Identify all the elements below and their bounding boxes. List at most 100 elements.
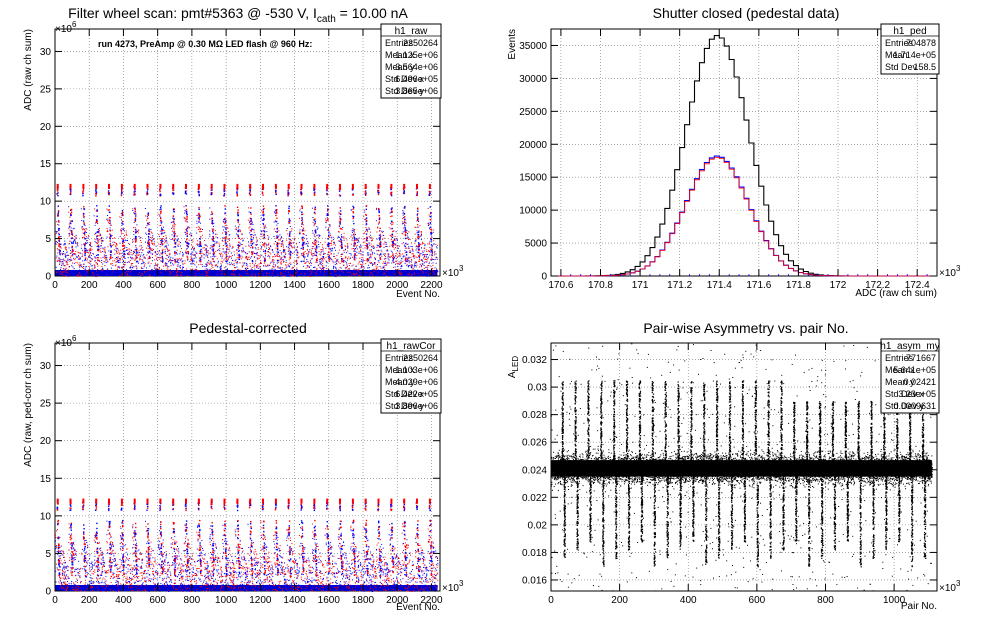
scatter-point	[151, 231, 152, 233]
scatter-point	[356, 246, 358, 248]
flash-point	[56, 188, 59, 191]
scatter-point	[272, 272, 273, 274]
flash-point	[263, 259, 266, 262]
scatter-point	[102, 247, 104, 249]
scatter-point	[82, 274, 84, 276]
flash-point	[82, 191, 84, 193]
scatter-point	[382, 274, 384, 276]
scatter-point	[312, 222, 314, 224]
scatter-point	[178, 241, 180, 243]
x-tick-label: 170.6	[548, 280, 573, 291]
flash-point	[354, 253, 356, 255]
scatter-point	[56, 271, 58, 273]
flash-point	[97, 259, 99, 262]
scatter-point	[281, 241, 283, 242]
scatter-point	[117, 261, 119, 263]
scatter-point	[263, 227, 265, 228]
scatter-point	[415, 256, 417, 258]
scatter-point	[248, 259, 250, 260]
scatter-point	[251, 273, 253, 275]
scatter-point	[397, 266, 399, 268]
scatter-point	[411, 269, 413, 271]
scatter-point	[263, 272, 265, 274]
flash-point	[148, 230, 150, 232]
scatter-point	[63, 265, 65, 267]
scatter-point	[236, 257, 238, 259]
scatter-point	[74, 240, 76, 241]
scatter-point	[256, 252, 258, 254]
scatter-point	[376, 208, 377, 210]
scatter-point	[122, 255, 124, 257]
scatter-point	[103, 261, 105, 262]
scatter-point	[282, 241, 284, 243]
scatter-point	[129, 243, 131, 245]
scatter-point	[322, 267, 324, 269]
scatter-point	[143, 254, 145, 255]
y-exponent-label: ×106	[55, 20, 77, 35]
flash-point	[160, 210, 162, 213]
scatter-point	[220, 268, 222, 270]
scatter-point	[111, 229, 113, 231]
scatter-point	[352, 229, 354, 231]
scatter-point	[98, 229, 100, 231]
scatter-point	[307, 265, 309, 267]
scatter-point	[209, 269, 211, 270]
scatter-point	[162, 240, 164, 242]
scatter-point	[237, 254, 239, 256]
flash-point	[316, 245, 318, 247]
scatter-point	[403, 242, 405, 244]
flash-point	[174, 233, 176, 235]
flash-point	[380, 245, 382, 248]
scatter-point	[351, 234, 353, 236]
scatter-point	[316, 256, 318, 258]
scatter-point	[183, 266, 184, 268]
scatter-point	[393, 240, 395, 241]
scatter-point	[83, 228, 85, 230]
flash-point	[328, 256, 330, 259]
scatter-point	[108, 221, 109, 223]
scatter-point	[424, 272, 426, 274]
scatter-point	[426, 251, 428, 252]
flash-point	[97, 254, 99, 256]
stats-box-name: h1_raw	[395, 26, 429, 37]
scatter-point	[90, 263, 92, 265]
scatter-point	[227, 263, 229, 265]
scatter-point	[72, 262, 73, 264]
flash-point	[198, 217, 200, 219]
scatter-point	[148, 261, 150, 263]
scatter-point	[390, 236, 392, 238]
flash-point	[174, 260, 176, 262]
scatter-point	[315, 271, 317, 273]
scatter-point	[276, 224, 278, 226]
flash-point	[147, 222, 149, 224]
scatter-point	[130, 263, 132, 265]
scatter-point	[287, 250, 289, 252]
scatter-point	[271, 260, 273, 262]
scatter-point	[301, 218, 303, 220]
scatter-point	[94, 240, 96, 242]
scatter-point	[333, 265, 334, 267]
scatter-point	[246, 273, 248, 275]
scatter-point	[415, 240, 417, 241]
scatter-point	[398, 268, 400, 270]
scatter-point	[378, 262, 380, 264]
scatter-point	[319, 270, 321, 272]
scatter-point	[222, 232, 224, 234]
scatter-point	[96, 275, 98, 277]
scatter-point	[367, 264, 369, 266]
flash-point	[250, 244, 253, 247]
flash-point	[173, 228, 175, 230]
scatter-point	[97, 232, 99, 234]
scatter-point	[281, 259, 283, 261]
scatter-point	[316, 258, 318, 260]
scatter-point	[267, 265, 269, 267]
scatter-point	[140, 275, 142, 276]
scatter-point	[60, 270, 62, 272]
flash-point	[58, 244, 61, 246]
scatter-point	[266, 274, 268, 276]
scatter-point	[433, 243, 435, 245]
scatter-point	[339, 236, 341, 238]
scatter-point	[299, 217, 300, 219]
scatter-point	[412, 250, 414, 252]
